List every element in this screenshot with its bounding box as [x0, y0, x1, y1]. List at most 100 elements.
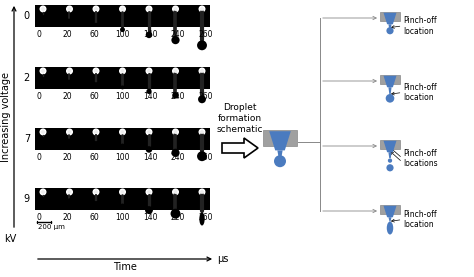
Circle shape [42, 191, 44, 193]
Circle shape [68, 8, 71, 10]
Circle shape [94, 141, 98, 144]
Text: Pinch-off
location: Pinch-off location [403, 16, 437, 35]
Text: Pinch-off
locations: Pinch-off locations [403, 149, 438, 168]
Text: Time: Time [113, 262, 137, 272]
Circle shape [146, 146, 152, 153]
Bar [380, 140, 400, 149]
Bar [35, 188, 210, 210]
Text: 220: 220 [171, 213, 185, 222]
Text: 9: 9 [24, 194, 30, 204]
Circle shape [120, 68, 125, 74]
Circle shape [120, 27, 125, 32]
Text: 100: 100 [115, 153, 130, 162]
Polygon shape [222, 138, 258, 158]
Circle shape [121, 8, 124, 10]
Circle shape [121, 191, 124, 193]
Text: Pinch-off
location: Pinch-off location [403, 210, 437, 229]
Circle shape [172, 92, 179, 99]
Text: 140: 140 [143, 153, 157, 162]
Circle shape [173, 68, 178, 74]
Ellipse shape [200, 212, 205, 225]
Circle shape [388, 158, 392, 163]
Circle shape [173, 189, 178, 195]
Text: μs: μs [217, 254, 228, 264]
Circle shape [42, 8, 44, 10]
Text: Increasing voltage: Increasing voltage [1, 71, 11, 161]
Polygon shape [383, 141, 396, 152]
Circle shape [145, 206, 153, 214]
Circle shape [93, 129, 99, 135]
Circle shape [69, 198, 71, 200]
Circle shape [146, 32, 152, 38]
Text: kV: kV [4, 234, 16, 244]
Circle shape [120, 189, 125, 195]
Circle shape [146, 89, 152, 94]
Circle shape [95, 8, 97, 10]
Circle shape [386, 164, 393, 171]
Polygon shape [383, 206, 396, 217]
Circle shape [94, 23, 98, 26]
Polygon shape [388, 87, 392, 94]
Circle shape [201, 131, 203, 133]
Circle shape [67, 189, 73, 195]
Circle shape [172, 36, 180, 44]
Polygon shape [388, 24, 392, 28]
Text: 0: 0 [36, 30, 41, 39]
Circle shape [174, 131, 177, 133]
Circle shape [95, 191, 97, 193]
Circle shape [93, 68, 99, 74]
Circle shape [173, 129, 178, 135]
Circle shape [172, 149, 180, 157]
Text: Pinch-off
location: Pinch-off location [403, 83, 437, 102]
Circle shape [197, 151, 207, 161]
Text: 260: 260 [199, 30, 213, 39]
Circle shape [94, 201, 98, 205]
Circle shape [68, 131, 71, 133]
Circle shape [201, 8, 203, 10]
Text: 100: 100 [115, 213, 130, 222]
Text: 60: 60 [90, 92, 100, 101]
Circle shape [148, 191, 150, 193]
Text: 200 μm: 200 μm [38, 224, 65, 230]
Text: 100: 100 [115, 92, 130, 101]
Circle shape [93, 6, 99, 12]
Circle shape [120, 85, 125, 89]
Circle shape [40, 189, 46, 195]
Circle shape [148, 8, 150, 10]
Text: 2: 2 [24, 73, 30, 83]
Bar [263, 130, 297, 146]
Text: 0: 0 [36, 153, 41, 162]
Polygon shape [383, 13, 396, 24]
Circle shape [67, 6, 73, 12]
Circle shape [386, 94, 394, 103]
Circle shape [121, 131, 124, 133]
Bar [35, 128, 210, 150]
Bar [35, 67, 210, 89]
Text: 60: 60 [90, 153, 100, 162]
Circle shape [119, 204, 126, 209]
Text: 20: 20 [62, 30, 72, 39]
Circle shape [201, 70, 203, 72]
Text: 100: 100 [115, 30, 130, 39]
Circle shape [121, 70, 124, 72]
Circle shape [95, 82, 97, 85]
Text: 140: 140 [143, 213, 157, 222]
Circle shape [146, 129, 152, 135]
Text: 20: 20 [62, 92, 72, 101]
Circle shape [95, 70, 97, 72]
Circle shape [199, 189, 205, 195]
Circle shape [274, 155, 286, 167]
Text: 260: 260 [199, 92, 213, 101]
Text: 20: 20 [62, 213, 72, 222]
Bar [380, 205, 400, 214]
Text: 240: 240 [171, 153, 185, 162]
Circle shape [68, 191, 71, 193]
Circle shape [146, 6, 152, 12]
Circle shape [173, 6, 178, 12]
Circle shape [148, 70, 150, 72]
Circle shape [201, 191, 203, 193]
Text: 60: 60 [90, 213, 100, 222]
Circle shape [95, 131, 97, 133]
Bar [35, 5, 210, 27]
Text: 20: 20 [62, 153, 72, 162]
